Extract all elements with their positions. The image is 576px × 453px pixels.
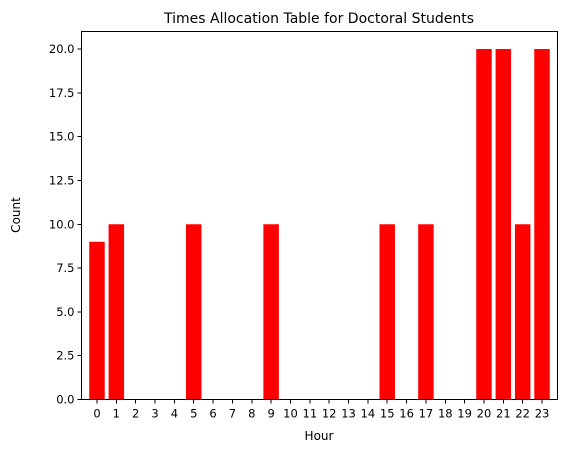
y-tick-label: 5.0 [56, 305, 74, 319]
x-tick-label: 22 [515, 407, 530, 421]
y-tick-label: 17.5 [49, 86, 75, 100]
y-tick-label: 0.0 [56, 393, 74, 407]
x-tick-label: 16 [399, 407, 414, 421]
y-tick-label: 2.5 [56, 349, 74, 363]
y-axis-label: Count [9, 197, 23, 233]
x-tick-label: 7 [229, 407, 236, 421]
x-axis-label: Hour [305, 429, 334, 443]
plot-frame [81, 31, 558, 400]
x-tick-label: 5 [190, 407, 197, 421]
x-tick-label: 11 [303, 407, 318, 421]
x-tick-label: 18 [438, 407, 453, 421]
bar-hour-1 [108, 224, 125, 400]
bar-hour-22 [514, 224, 531, 400]
bar-hour-15 [379, 224, 395, 400]
bars-group [89, 49, 550, 400]
y-tick-label: 10.0 [49, 217, 75, 231]
x-tick-label: 4 [171, 407, 178, 421]
x-tick-label: 6 [209, 407, 216, 421]
y-tick-label: 12.5 [49, 173, 75, 187]
bar-hour-20 [476, 49, 492, 400]
x-tick-label: 14 [361, 407, 376, 421]
chart-title: Times Allocation Table for Doctoral Stud… [163, 11, 474, 27]
x-tick-label: 15 [380, 407, 395, 421]
x-tick-label: 23 [535, 407, 550, 421]
bar-hour-23 [534, 49, 550, 400]
bar-hour-5 [185, 224, 202, 400]
x-tick-label: 1 [113, 407, 120, 421]
x-tick-label: 9 [267, 407, 274, 421]
x-tick-label: 20 [477, 407, 492, 421]
y-axis: 0.0 2.5 5.0 7.5 10.0 12.5 15.0 17.5 20.0 [49, 42, 82, 407]
y-tick-label: 20.0 [49, 42, 75, 56]
x-tick-label: 13 [341, 407, 356, 421]
x-axis: 0 1 2 3 4 5 6 7 8 9 10 11 12 13 14 15 16 17 18 19 20 21 22 23 [93, 399, 550, 421]
x-tick-label: 12 [322, 407, 337, 421]
x-tick-label: 2 [132, 407, 139, 421]
x-tick-label: 0 [93, 407, 100, 421]
bar-hour-9 [263, 224, 279, 400]
x-tick-label: 19 [457, 407, 472, 421]
x-tick-label: 8 [248, 407, 255, 421]
y-tick-label: 7.5 [56, 261, 74, 275]
x-tick-label: 21 [496, 407, 511, 421]
x-tick-label: 10 [283, 407, 298, 421]
bar-hour-17 [418, 224, 434, 400]
x-tick-label: 17 [419, 407, 434, 421]
bar-hour-0 [89, 241, 105, 400]
bar-hour-21 [495, 49, 512, 400]
x-tick-label: 3 [151, 407, 158, 421]
y-tick-label: 15.0 [49, 130, 75, 144]
